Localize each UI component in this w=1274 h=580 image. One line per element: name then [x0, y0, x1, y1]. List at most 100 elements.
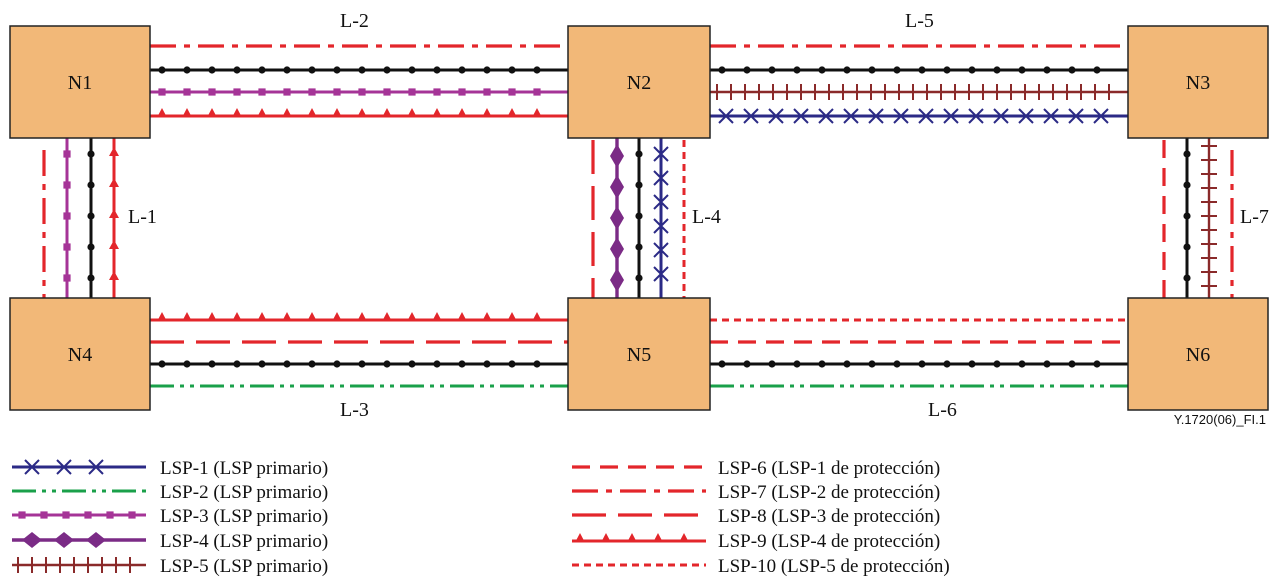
lsp3-marker — [433, 88, 441, 96]
lsp1-marker — [653, 170, 669, 186]
lsp1-marker — [718, 108, 734, 124]
physical-link-dot — [333, 66, 341, 74]
physical-link-dot — [533, 66, 541, 74]
lsp3-marker — [63, 150, 71, 158]
lsp1-marker — [653, 146, 669, 162]
lsp9-marker — [532, 312, 542, 322]
physical-link-dot — [158, 360, 166, 368]
lsp9-marker — [407, 312, 417, 322]
lsp1-marker — [743, 108, 759, 124]
lsp9-marker — [482, 108, 492, 118]
physical-link-dot — [968, 360, 976, 368]
legend-label-lsp3: LSP-3 (LSP primario) — [160, 506, 328, 527]
lsp1-marker — [943, 108, 959, 124]
physical-link-dot — [868, 360, 876, 368]
physical-link-dot — [743, 66, 751, 74]
lsp3-marker — [383, 88, 391, 96]
node-n1: N1 — [9, 25, 151, 139]
link-l2-bundle — [150, 44, 568, 118]
lsp4-marker — [610, 175, 624, 199]
lsp1-marker — [653, 218, 669, 234]
lsp9-marker — [357, 108, 367, 118]
lsp9-marker — [282, 312, 292, 322]
legend: LSP-1 (LSP primario) LSP-2 (LSP primario… — [12, 458, 950, 577]
link-label-l6: L-6 — [928, 399, 957, 421]
lsp9-marker — [482, 312, 492, 322]
lsp9-marker — [182, 312, 192, 322]
lsp9-marker — [109, 147, 119, 156]
legend-label-lsp9: LSP-9 (LSP-4 de protección) — [718, 531, 940, 552]
physical-link-dot — [1043, 66, 1051, 74]
physical-link-dot — [183, 360, 191, 368]
link-l6-bundle — [710, 318, 1128, 388]
lsp4-marker — [610, 268, 624, 292]
link-l5-bundle — [710, 44, 1128, 118]
physical-link-dot — [1018, 66, 1026, 74]
legend-item-lsp3: LSP-3 (LSP primario) — [12, 506, 328, 527]
lsp3-marker — [63, 181, 71, 189]
physical-link-dot — [533, 360, 541, 368]
lsp9-marker — [157, 312, 167, 322]
physical-link-dot — [793, 360, 801, 368]
physical-link-dot — [458, 360, 466, 368]
physical-link-dot — [283, 360, 291, 368]
physical-link-dot — [358, 360, 366, 368]
legend-label-lsp7: LSP-7 (LSP-2 de protección) — [718, 482, 940, 503]
node-n3: N3 — [1127, 25, 1269, 139]
link-label-l3: L-3 — [340, 399, 369, 421]
physical-link-dot — [943, 360, 951, 368]
node-n5-label: N5 — [627, 344, 651, 366]
physical-link-dot — [843, 360, 851, 368]
node-n5: N5 — [567, 297, 711, 411]
legend-item-lsp6: LSP-6 (LSP-1 de protección) — [572, 458, 940, 479]
lsp1-marker — [1093, 108, 1109, 124]
physical-link-dot — [843, 66, 851, 74]
physical-link-dot — [968, 66, 976, 74]
link-l1-bundle — [42, 138, 116, 298]
lsp1-marker — [653, 194, 669, 210]
link-l3-bundle — [150, 318, 568, 388]
lsp1-marker — [843, 108, 859, 124]
physical-link-dot — [768, 360, 776, 368]
physical-link-dot — [1183, 274, 1191, 282]
legend-label-lsp4: LSP-4 (LSP primario) — [160, 531, 328, 552]
lsp1-marker — [993, 108, 1009, 124]
physical-link-dot — [893, 360, 901, 368]
physical-link-dot — [508, 66, 516, 74]
legend-item-lsp8: LSP-8 (LSP-3 de protección) — [572, 506, 940, 527]
physical-link-dot — [433, 360, 441, 368]
physical-link-dot — [1093, 360, 1101, 368]
physical-link-dot — [918, 66, 926, 74]
lsp1-marker — [818, 108, 834, 124]
lsp1-marker — [653, 266, 669, 282]
node-n4-label: N4 — [68, 344, 92, 366]
lsp9-marker — [232, 312, 242, 322]
lsp4-marker — [610, 237, 624, 261]
lsp9-marker — [507, 312, 517, 322]
lsp9-marker — [457, 108, 467, 118]
node-n6-label: N6 — [1186, 344, 1210, 366]
lsp3-marker — [63, 274, 71, 282]
lsp9-marker — [382, 312, 392, 322]
lsp9-marker — [207, 108, 217, 118]
lsp9-marker — [332, 108, 342, 118]
lsp3-marker — [258, 88, 266, 96]
link-label-l2: L-2 — [340, 10, 369, 32]
lsp1-marker — [653, 242, 669, 258]
figure-reference: Y.1720(06)_FI.1 — [1174, 412, 1266, 427]
lsp4-marker — [610, 144, 624, 168]
legend-item-lsp9: LSP-9 (LSP-4 de protección) — [572, 531, 940, 552]
physical-link-dot — [233, 360, 241, 368]
physical-link-dot — [1183, 150, 1191, 158]
lsp1-marker — [1018, 108, 1034, 124]
physical-link-dot — [635, 243, 643, 251]
lsp3-marker — [63, 243, 71, 251]
node-n1-label: N1 — [68, 72, 92, 94]
physical-link-dot — [993, 360, 1001, 368]
physical-link-dot — [183, 66, 191, 74]
node-n2-label: N2 — [627, 72, 651, 94]
lsp1-marker — [768, 108, 784, 124]
physical-link-dot — [635, 181, 643, 189]
line-markers — [17, 66, 1217, 573]
